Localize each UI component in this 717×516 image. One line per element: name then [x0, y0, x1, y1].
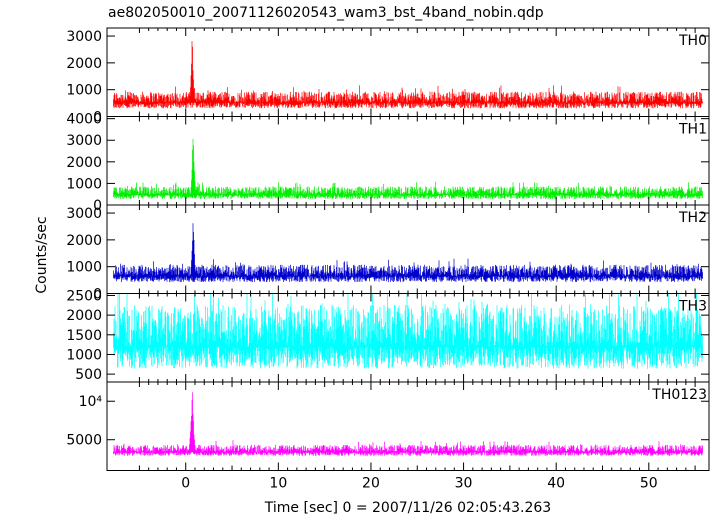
- series-th2: [113, 223, 703, 283]
- y-tick-label: 10⁴: [79, 394, 103, 410]
- y-tick-label: 2000: [66, 233, 102, 249]
- panel-th3: 500 1000 1500 2000 2500 TH3: [66, 288, 710, 383]
- y-tick-label: 2000: [66, 308, 102, 324]
- panel-label: TH0: [678, 33, 707, 49]
- series-th1: [113, 138, 703, 199]
- y-tick-label: 5000: [66, 433, 102, 449]
- panel-frame: [106, 381, 710, 471]
- y-tick-label: 2000: [66, 56, 102, 72]
- y-tick-label: 3000: [66, 206, 102, 222]
- panel-label: TH1: [678, 122, 707, 138]
- y-axis-label: Counts/sec: [34, 216, 50, 293]
- x-tick-label: 50: [640, 476, 658, 492]
- panel-th0123: 5000 10⁴ TH0123: [66, 381, 710, 471]
- y-tick-label: 3000: [66, 133, 102, 149]
- x-tick-label: 0: [181, 476, 190, 492]
- panel-th0: 0 1000 2000 3000 TH0: [66, 27, 710, 126]
- y-tick-label: 2000: [66, 155, 102, 171]
- y-tick-label: 1500: [66, 328, 102, 344]
- panel-label: TH3: [678, 299, 707, 315]
- series-th0123: [113, 392, 703, 456]
- y-tick-label: 1000: [66, 260, 102, 276]
- y-tick-label: 4000: [66, 112, 102, 128]
- y-tick-label: 3000: [66, 29, 102, 45]
- panel-label: TH2: [678, 210, 707, 226]
- series-th0: [113, 41, 703, 109]
- x-tick-label: 40: [547, 476, 565, 492]
- y-tick-label: 0: [93, 287, 102, 303]
- panel-th1: 0 1000 2000 3000 4000 TH1: [66, 112, 710, 214]
- y-tick-label: 1000: [66, 83, 102, 99]
- x-axis-label: Time [sec] 0 = 2007/11/26 02:05:43.263: [264, 500, 551, 516]
- y-tick-label: 1000: [66, 176, 102, 192]
- panel-th2: 0 1000 2000 3000 TH2: [66, 204, 710, 303]
- x-tick-label: 30: [455, 476, 473, 492]
- series-th3: [113, 293, 703, 369]
- y-tick-label: 1000: [66, 347, 102, 363]
- x-tick-label: 10: [269, 476, 287, 492]
- x-tick-label: 20: [362, 476, 380, 492]
- chart-title: ae802050010_20071126020543_wam3_bst_4ban…: [108, 5, 544, 21]
- panel-label: TH0123: [651, 387, 707, 403]
- y-tick-label: 500: [75, 367, 102, 383]
- y-tick-label: 2500: [66, 288, 102, 304]
- y-tick-label: 0: [93, 110, 102, 126]
- y-tick-label: 0: [93, 198, 102, 214]
